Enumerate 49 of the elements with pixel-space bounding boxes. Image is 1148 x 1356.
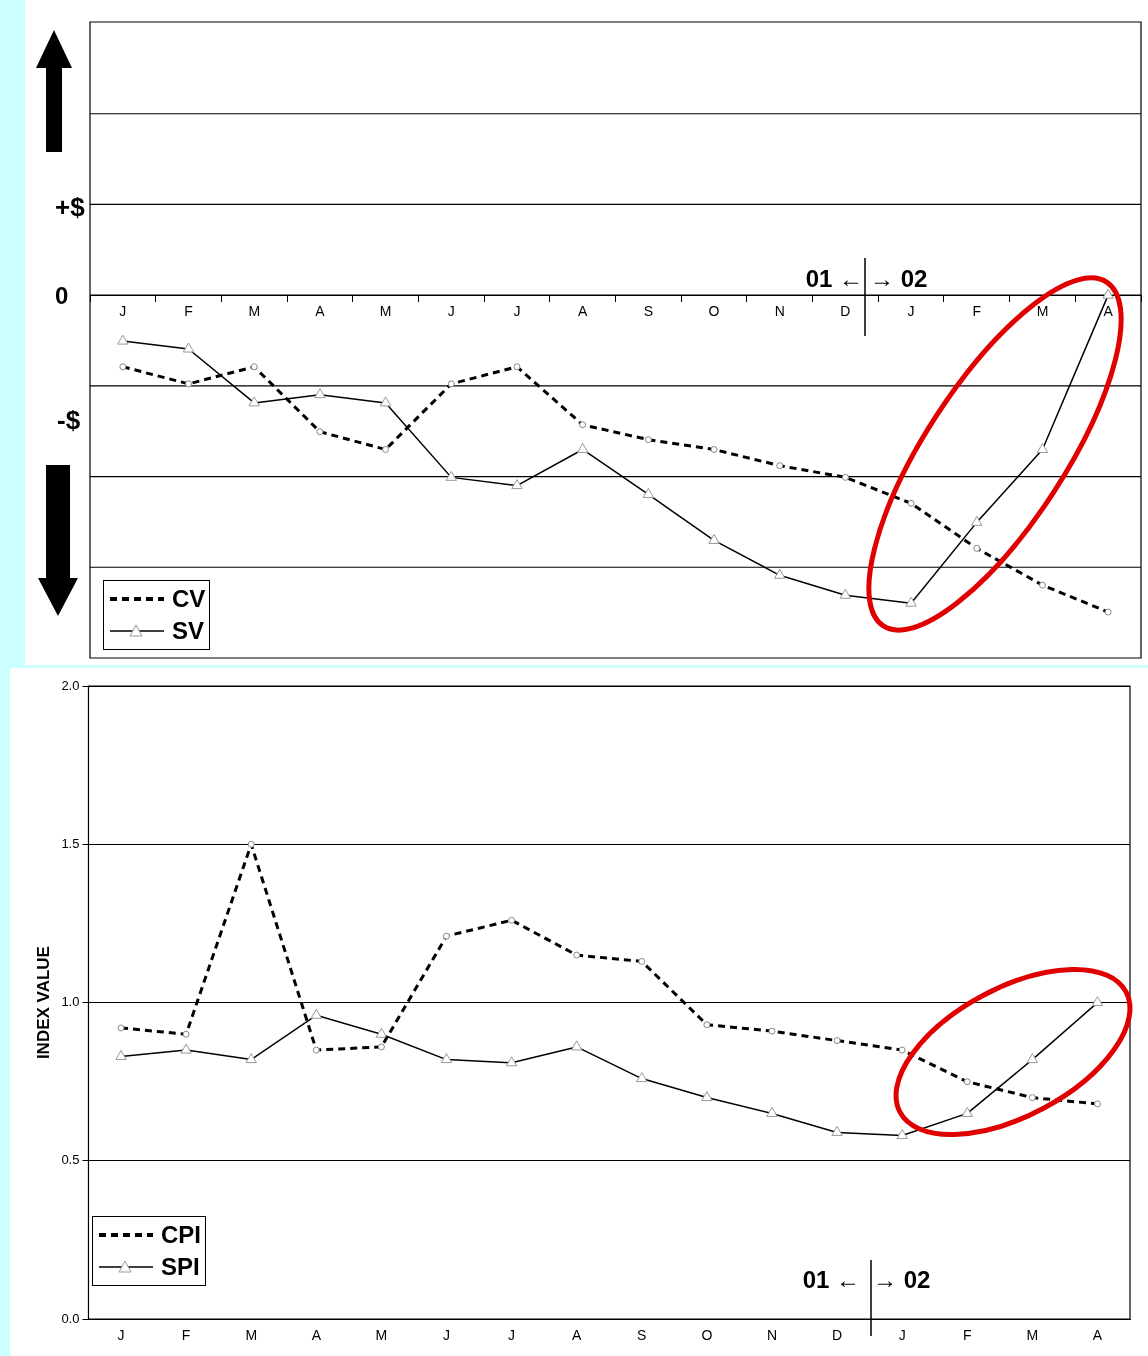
x-tick-label: J <box>117 1327 125 1344</box>
x-tick-label: N <box>766 1327 778 1344</box>
x-tick-label: F <box>181 1327 191 1344</box>
x-tick-label: S <box>637 1327 647 1344</box>
text: -$ <box>57 405 81 436</box>
text: 0 <box>55 282 69 310</box>
x-tick-label: J <box>119 303 127 320</box>
legend-label: CPI <box>161 1221 202 1249</box>
x-tick-label: S <box>643 303 654 320</box>
x-tick-label: J <box>907 303 915 320</box>
x-tick-label: F <box>972 303 982 320</box>
y-axis-title: INDEX VALUE <box>33 946 53 1060</box>
x-tick-label: J <box>898 1327 906 1344</box>
text: +$ <box>55 192 85 223</box>
x-tick-label: J <box>443 1327 450 1344</box>
x-tick-label: O <box>701 1327 713 1344</box>
y-tick-label: 0.5 <box>61 1152 80 1168</box>
x-tick-label: M <box>1036 303 1049 320</box>
x-tick-label: M <box>1026 1327 1039 1344</box>
x-tick-label: D <box>840 303 851 320</box>
x-tick-label: M <box>375 1327 388 1344</box>
x-tick-label: D <box>832 1327 843 1344</box>
annotation: 01 ← <box>802 1266 860 1294</box>
x-tick-label: A <box>311 1327 322 1344</box>
x-tick-label: F <box>962 1327 972 1344</box>
x-tick-label: J <box>508 1327 516 1344</box>
x-tick-label: A <box>315 303 326 320</box>
x-tick-label: N <box>774 303 785 320</box>
y-tick-label: 2.0 <box>61 677 80 693</box>
text: → 02 <box>870 265 928 293</box>
y-tick-label: 1.5 <box>61 835 80 851</box>
x-tick-label: A <box>1092 1327 1103 1344</box>
legend-label: SV <box>172 617 205 645</box>
x-tick-label: J <box>447 303 455 320</box>
annotation: → 02 <box>873 1266 931 1294</box>
x-tick-label: A <box>572 1327 583 1344</box>
x-tick-label: A <box>577 303 588 320</box>
x-tick-label: F <box>184 303 193 320</box>
x-tick-label: J <box>513 303 521 320</box>
x-tick-label: M <box>248 303 261 320</box>
y-tick-label: 1.0 <box>61 994 80 1010</box>
legend-label: SPI <box>161 1253 200 1281</box>
y-tick-label: 0.0 <box>61 1310 80 1326</box>
text: 01 ← <box>805 265 863 293</box>
x-tick-label: M <box>245 1327 258 1344</box>
x-tick-label: O <box>708 303 720 320</box>
legend-label: CV <box>172 585 206 613</box>
x-tick-label: A <box>1103 303 1114 320</box>
x-tick-label: M <box>379 303 392 320</box>
